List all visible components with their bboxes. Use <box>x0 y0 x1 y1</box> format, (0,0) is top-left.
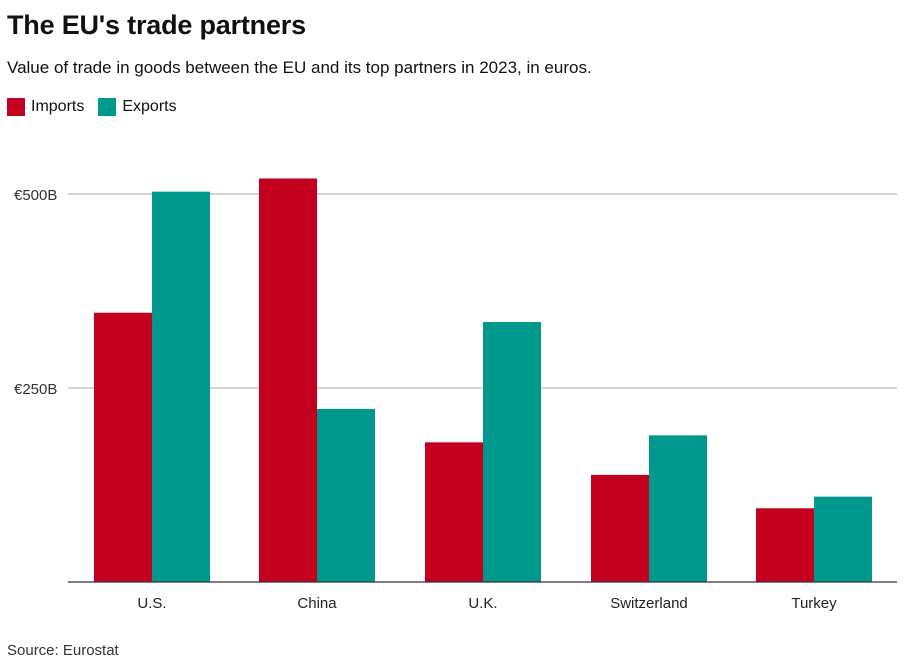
legend: Imports Exports <box>7 98 191 116</box>
bar-exports <box>317 408 375 582</box>
legend-label-imports: Imports <box>31 98 85 115</box>
bar-exports <box>814 496 872 582</box>
x-tick-label: U.S. <box>137 595 166 612</box>
x-tick-label: Switzerland <box>610 595 688 612</box>
bar-exports <box>152 191 210 582</box>
y-tick-label: €500B <box>14 187 57 204</box>
legend-swatch-exports <box>98 98 117 116</box>
x-tick-label: Turkey <box>791 595 837 612</box>
bar-imports <box>591 474 649 582</box>
legend-item-exports: Exports <box>98 98 177 116</box>
bar-imports <box>756 508 814 582</box>
bar-imports <box>259 178 317 583</box>
legend-label-exports: Exports <box>122 98 177 115</box>
bar-exports <box>483 322 541 582</box>
y-tick-label: €250B <box>14 381 57 398</box>
bar-exports <box>649 435 707 582</box>
chart-title: The EU's trade partners <box>7 10 306 40</box>
x-tick-label: China <box>297 595 337 612</box>
bar-imports <box>425 442 483 582</box>
source-note: Source: Eurostat <box>7 642 119 659</box>
legend-item-imports: Imports <box>7 98 84 116</box>
bar-imports <box>94 312 152 582</box>
legend-swatch-imports <box>7 98 25 116</box>
x-tick-label: U.K. <box>468 595 497 612</box>
chart-subtitle: Value of trade in goods between the EU a… <box>7 58 592 77</box>
